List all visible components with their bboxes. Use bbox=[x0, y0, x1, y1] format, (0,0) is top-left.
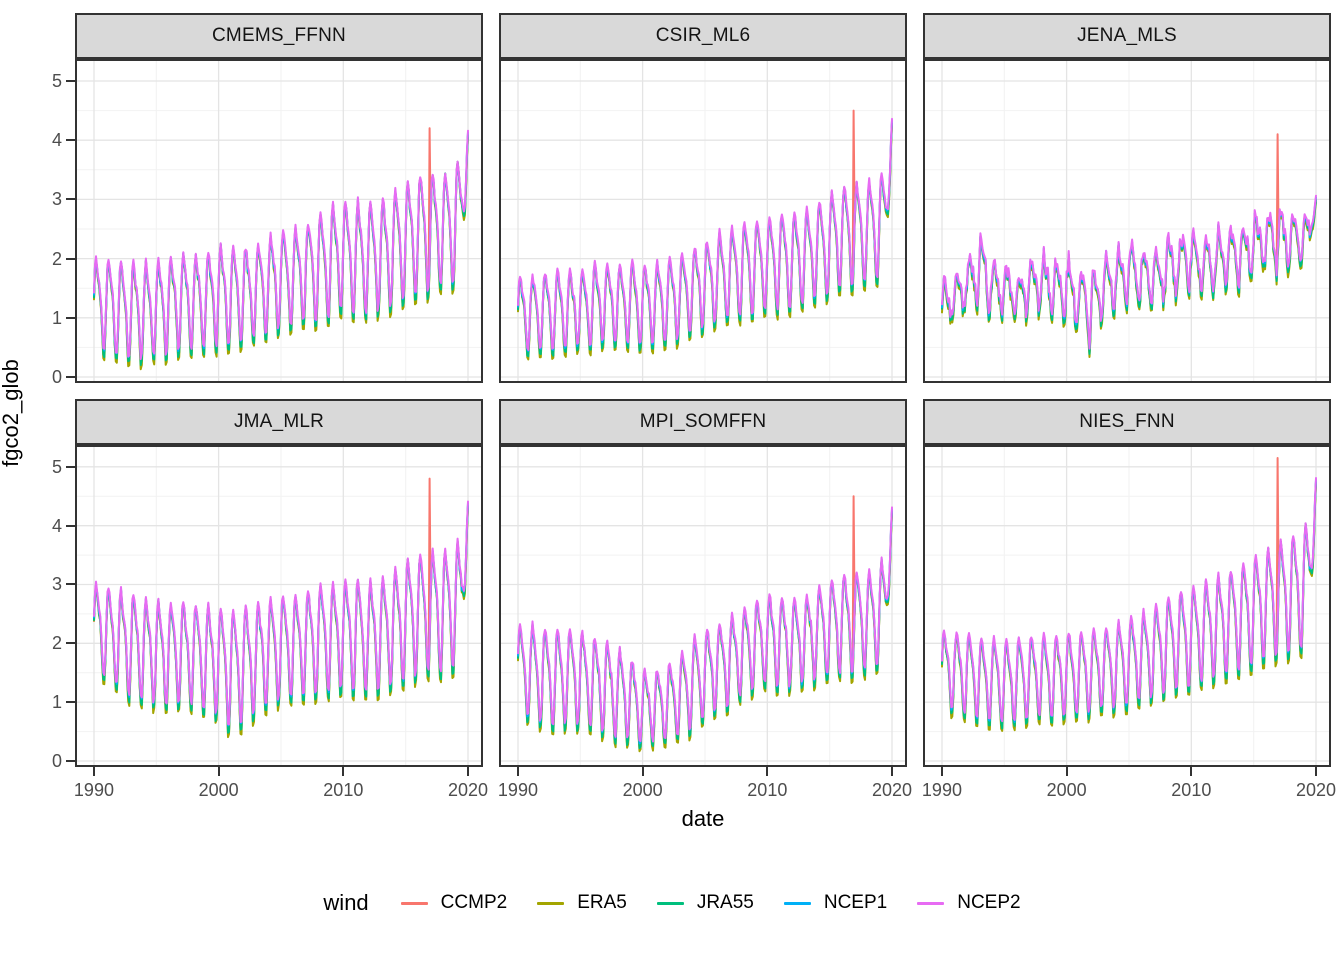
axis-tick-label: 2010 bbox=[323, 780, 364, 800]
legend-key-ccmp2 bbox=[400, 901, 428, 905]
axis-tick-mark bbox=[467, 767, 470, 776]
legend-key-jra55 bbox=[656, 901, 684, 905]
facet-strip-nies-fnn: NIES_FNN bbox=[923, 399, 1331, 445]
facet-strip-cmems-ffnn: CMEMS_FFNN bbox=[75, 13, 483, 59]
axis-tick-mark bbox=[92, 767, 95, 776]
legend-label: NCEP1 bbox=[823, 892, 888, 913]
axis-tick-label: 1 bbox=[51, 307, 62, 328]
legend-label: NCEP2 bbox=[957, 892, 1021, 913]
axis-tick-label: 2010 bbox=[1171, 780, 1212, 800]
plot-area-mpi-somffn bbox=[499, 445, 907, 767]
axis-tick-label: 2 bbox=[51, 633, 62, 654]
plot-area-csir-ml6 bbox=[499, 59, 907, 383]
legend-label: JRA55 bbox=[696, 892, 754, 913]
axis-tick-label: 1 bbox=[51, 692, 62, 713]
axis-tick-label: 2000 bbox=[622, 780, 663, 800]
legend-label: ERA5 bbox=[577, 892, 627, 913]
legend-title: wind bbox=[323, 890, 369, 915]
axis-tick-label: 2020 bbox=[448, 780, 489, 800]
plot-panel-jena-mls bbox=[923, 59, 1331, 383]
axis-tick-mark bbox=[66, 642, 75, 645]
legend-key-ncep1 bbox=[783, 901, 811, 905]
facet-title: CMEMS_FFNN bbox=[212, 25, 346, 46]
plot-panel-csir-ml6 bbox=[499, 59, 907, 383]
axis-tick-mark bbox=[1065, 767, 1068, 776]
legend-label: CCMP2 bbox=[440, 892, 508, 913]
plot-panel-mpi-somffn bbox=[499, 445, 907, 767]
axis-tick-mark bbox=[891, 767, 894, 776]
axis-tick-label: 2010 bbox=[747, 780, 788, 800]
facet-strip-jma-mlr: JMA_MLR bbox=[75, 399, 483, 445]
x-axis-title: date bbox=[681, 806, 725, 831]
axis-tick-label: 0 bbox=[51, 366, 62, 387]
axis-tick-mark bbox=[217, 767, 220, 776]
facet-strip-csir-ml6: CSIR_ML6 bbox=[499, 13, 907, 59]
facet-title: NIES_FNN bbox=[1079, 411, 1175, 432]
legend-item-ncep2: NCEP2 bbox=[917, 892, 1021, 914]
facet-strip-jena-mls: JENA_MLS bbox=[923, 13, 1331, 59]
axis-tick-label: 2020 bbox=[872, 780, 913, 800]
legend: wind CCMP2 ERA5 JRA55 NCEP1 NCEP2 bbox=[0, 880, 1344, 926]
plot-panel-jma-mlr bbox=[75, 445, 483, 767]
axis-tick-label: 5 bbox=[51, 70, 62, 91]
plot-area-nies-fnn bbox=[923, 445, 1331, 767]
axis-tick-mark bbox=[66, 139, 75, 142]
axis-tick-mark bbox=[66, 701, 75, 704]
axis-tick-mark bbox=[516, 767, 519, 776]
axis-tick-mark bbox=[66, 198, 75, 201]
axis-tick-mark bbox=[1315, 767, 1318, 776]
axis-tick-label: 2000 bbox=[198, 780, 239, 800]
axis-tick-label: 5 bbox=[51, 456, 62, 477]
plot-area-jma-mlr bbox=[75, 445, 483, 767]
axis-tick-mark bbox=[66, 257, 75, 260]
axis-tick-label: 1990 bbox=[921, 780, 962, 800]
axis-tick-label: 2020 bbox=[1296, 780, 1337, 800]
axis-tick-label: 1990 bbox=[497, 780, 538, 800]
axis-tick-label: 2000 bbox=[1046, 780, 1087, 800]
plot-area-cmems-ffnn bbox=[75, 59, 483, 383]
axis-tick-mark bbox=[66, 583, 75, 586]
axis-tick-label: 2 bbox=[51, 248, 62, 269]
plot-panel-cmems-ffnn bbox=[75, 59, 483, 383]
axis-tick-label: 4 bbox=[51, 130, 62, 151]
facet-strip-mpi-somffn: MPI_SOMFFN bbox=[499, 399, 907, 445]
axis-tick-mark bbox=[641, 767, 644, 776]
axis-tick-mark bbox=[66, 316, 75, 319]
legend-item-jra55: JRA55 bbox=[656, 892, 754, 914]
legend-item-ccmp2: CCMP2 bbox=[400, 892, 508, 914]
axis-tick-mark bbox=[66, 524, 75, 527]
facet-title: JENA_MLS bbox=[1077, 25, 1177, 46]
axis-tick-mark bbox=[66, 79, 75, 82]
axis-tick-mark bbox=[66, 759, 75, 762]
facet-title: CSIR_ML6 bbox=[655, 25, 751, 46]
axis-tick-mark bbox=[66, 375, 75, 378]
axis-tick-label: 3 bbox=[51, 574, 62, 595]
plot-area-jena-mls bbox=[923, 59, 1331, 383]
legend-item-era5: ERA5 bbox=[537, 892, 627, 914]
axis-tick-label: 0 bbox=[51, 750, 62, 771]
axis-tick-mark bbox=[766, 767, 769, 776]
axis-tick-mark bbox=[342, 767, 345, 776]
plot-panel-nies-fnn bbox=[923, 445, 1331, 767]
axis-tick-label: 4 bbox=[51, 515, 62, 536]
axis-tick-mark bbox=[940, 767, 943, 776]
legend-key-era5 bbox=[537, 901, 565, 905]
facet-title: MPI_SOMFFN bbox=[639, 411, 767, 432]
axis-tick-mark bbox=[1190, 767, 1193, 776]
legend-item-ncep1: NCEP1 bbox=[783, 892, 888, 914]
axis-tick-label: 1990 bbox=[73, 780, 114, 800]
axis-tick-mark bbox=[66, 465, 75, 468]
legend-key-ncep2 bbox=[917, 901, 945, 905]
facet-title: JMA_MLR bbox=[233, 411, 325, 432]
axis-tick-label: 3 bbox=[51, 189, 62, 210]
